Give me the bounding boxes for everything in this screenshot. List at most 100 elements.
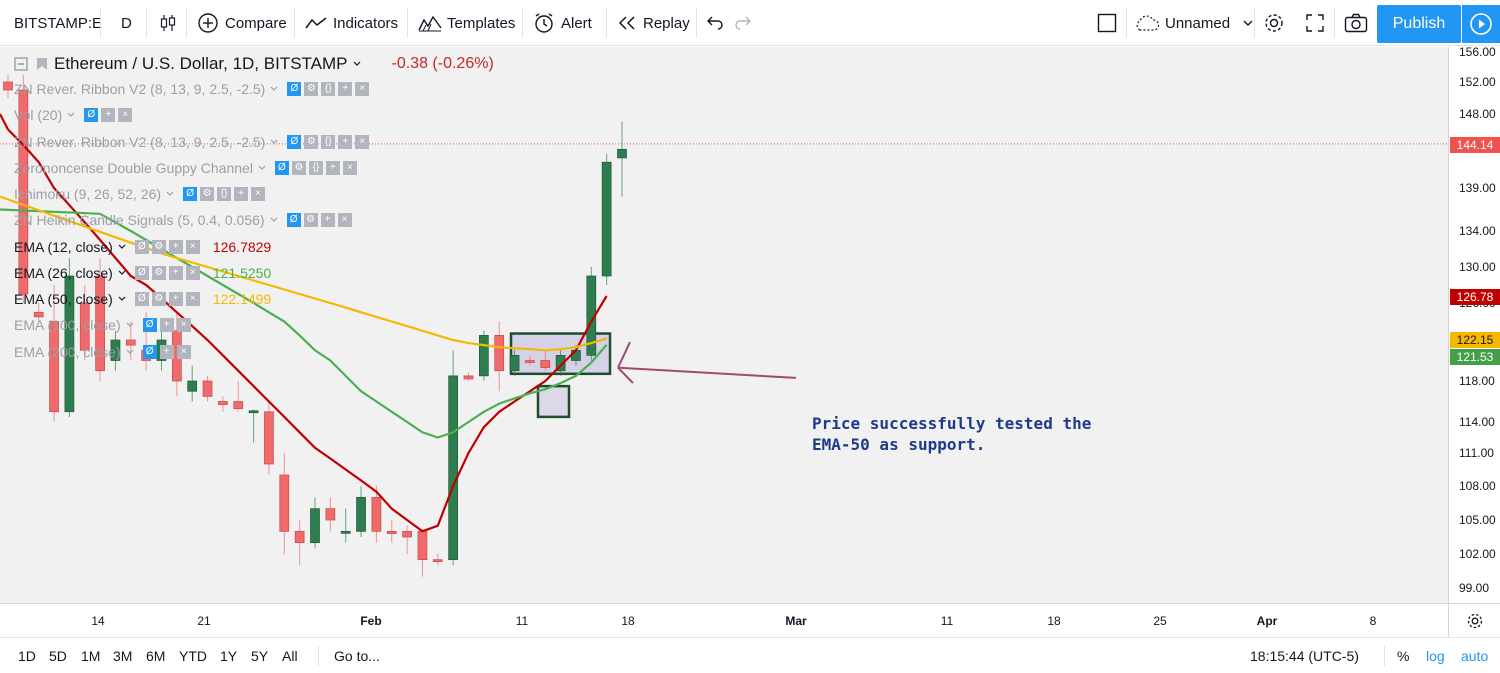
chevron-down-icon[interactable] (269, 216, 279, 224)
visibility-icon[interactable]: Ø (142, 318, 157, 332)
price-axis[interactable]: 156.00152.00148.00144.00139.00134.00130.… (1448, 45, 1500, 603)
chevron-down-icon[interactable] (269, 138, 279, 146)
close-icon[interactable]: × (355, 82, 370, 96)
gear-icon[interactable]: ⚙ (303, 213, 318, 227)
indicator-legend-row[interactable]: Zerononcense Double Guppy Channel Ø ⚙{} + × (14, 160, 360, 176)
close-icon[interactable]: × (337, 213, 352, 227)
chevron-down-icon[interactable] (117, 269, 127, 277)
indicator-name[interactable]: ZN Rever. Ribbon V2 (8, 13, 9, 2.5, -2.5… (14, 134, 266, 150)
ema-line[interactable] (7, 128, 608, 533)
indicator-legend-row[interactable]: EMA (12, close) Ø ⚙ + × 126.7829 (14, 239, 271, 255)
close-icon[interactable]: × (176, 345, 191, 359)
visibility-icon[interactable]: Ø (142, 345, 157, 359)
close-icon[interactable]: × (176, 318, 191, 332)
chevron-down-icon[interactable] (117, 295, 127, 303)
plus-icon[interactable]: + (159, 318, 174, 332)
close-icon[interactable]: × (355, 135, 370, 149)
templates-button[interactable]: Templates (418, 0, 515, 46)
alert-button[interactable]: Alert (533, 0, 592, 46)
indicator-legend-row[interactable]: EMA (50, close) Ø ⚙ + × 122.1499 (14, 291, 271, 307)
log-toggle[interactable]: log (1426, 648, 1445, 664)
indicator-legend-row[interactable]: Vol (20) Ø + × (14, 107, 135, 123)
plus-icon[interactable]: + (168, 240, 183, 254)
axis-settings-button[interactable] (1448, 603, 1500, 637)
ema-line[interactable] (161, 252, 607, 352)
gear-icon[interactable]: ⚙ (151, 240, 166, 254)
layout-menu[interactable]: Unnamed (1134, 0, 1254, 46)
range-button[interactable]: 5Y (251, 648, 269, 664)
snapshot-button[interactable] (1344, 0, 1368, 46)
chevron-down-icon[interactable] (257, 164, 267, 172)
source-code-icon[interactable]: {} (217, 187, 232, 201)
indicator-name[interactable]: Zerononcense Double Guppy Channel (14, 160, 253, 176)
gear-icon[interactable]: ⚙ (151, 292, 166, 306)
source-code-icon[interactable]: {} (308, 161, 323, 175)
visibility-icon[interactable]: Ø (183, 187, 198, 201)
visibility-icon[interactable]: Ø (287, 82, 302, 96)
close-icon[interactable]: × (185, 240, 200, 254)
indicator-name[interactable]: EMA (100, close) (14, 317, 121, 333)
annotation-arrow[interactable] (617, 366, 797, 379)
highlight-rectangle[interactable] (536, 384, 571, 419)
ema-line[interactable] (99, 212, 608, 439)
range-button[interactable]: 1M (81, 648, 101, 664)
visibility-icon[interactable]: Ø (134, 266, 149, 280)
price-chart[interactable] (0, 47, 1448, 603)
compare-button[interactable]: Compare (197, 0, 287, 46)
plus-icon[interactable]: + (168, 292, 183, 306)
plus-icon[interactable]: + (325, 161, 340, 175)
indicators-button[interactable]: Indicators (305, 0, 398, 46)
symbol-search[interactable]: BITSTAMP:E (14, 0, 102, 46)
visibility-icon[interactable]: Ø (287, 135, 302, 149)
gear-icon[interactable]: ⚙ (151, 266, 166, 280)
symbol-title[interactable]: Ethereum / U.S. Dollar, 1D, BITSTAMP (54, 54, 348, 73)
publish-button[interactable]: Publish (1377, 5, 1461, 43)
indicator-name[interactable]: ZN Heikin Candle Signals (5, 0.4, 0.056) (14, 212, 265, 228)
plus-icon[interactable]: + (338, 135, 353, 149)
indicator-legend-row[interactable]: ZN Rever. Ribbon V2 (8, 13, 9, 2.5, -2.5… (14, 81, 372, 97)
undo-button[interactable] (706, 0, 724, 46)
plus-icon[interactable]: + (168, 266, 183, 280)
goto-button[interactable]: Go to... (334, 648, 380, 664)
chevron-down-icon[interactable] (125, 348, 135, 356)
gear-icon[interactable]: ⚙ (291, 161, 306, 175)
indicator-name[interactable]: Vol (20) (14, 107, 63, 123)
clock-readout[interactable]: 18:15:44 (UTC-5) (1250, 648, 1359, 664)
close-icon[interactable]: × (185, 266, 200, 280)
redo-button[interactable] (734, 0, 752, 46)
chevron-down-icon[interactable] (269, 85, 279, 93)
visibility-icon[interactable]: Ø (274, 161, 289, 175)
source-code-icon[interactable]: {} (321, 82, 336, 96)
indicator-name[interactable]: EMA (12, close) (14, 239, 113, 255)
replay-button[interactable]: Replay (617, 0, 690, 46)
indicator-name[interactable]: EMA (50, close) (14, 291, 113, 307)
time-axis[interactable]: 14 21 Feb 11 18 Mar 11 18 25 Apr 8 (0, 603, 1448, 637)
visibility-icon[interactable]: Ø (84, 108, 99, 122)
range-button[interactable]: 1D (18, 648, 36, 664)
annotation-text-box[interactable]: Price successfully tested the EMA-50 as … (800, 411, 1184, 455)
chevron-down-icon[interactable] (117, 243, 127, 251)
visibility-icon[interactable]: Ø (286, 213, 301, 227)
indicator-legend-row[interactable]: ZN Rever. Ribbon V2 (8, 13, 9, 2.5, -2.5… (14, 134, 372, 150)
chevron-down-icon[interactable] (165, 190, 175, 198)
indicator-legend-row[interactable]: ZN Heikin Candle Signals (5, 0.4, 0.056)… (14, 212, 355, 228)
plus-icon[interactable]: + (320, 213, 335, 227)
chevron-down-icon[interactable] (66, 111, 76, 119)
close-icon[interactable]: × (251, 187, 266, 201)
range-button[interactable]: YTD (179, 648, 207, 664)
range-button[interactable]: 3M (113, 648, 133, 664)
chart-pane[interactable]: Ethereum / U.S. Dollar, 1D, BITSTAMP -0.… (0, 47, 1448, 603)
indicator-legend-row[interactable]: EMA (100, close) Ø + × (14, 317, 194, 333)
range-button[interactable]: 1Y (220, 648, 238, 664)
indicator-legend-row[interactable]: EMA (200, close) Ø + × (14, 344, 194, 360)
range-button[interactable]: 5D (49, 648, 67, 664)
visibility-icon[interactable]: Ø (134, 292, 149, 306)
settings-button[interactable] (1263, 0, 1285, 46)
close-icon[interactable]: × (185, 292, 200, 306)
range-button[interactable]: 6M (146, 648, 166, 664)
fullscreen-button[interactable] (1305, 0, 1325, 46)
plus-icon[interactable]: + (234, 187, 249, 201)
gear-icon[interactable]: ⚙ (304, 135, 319, 149)
collapse-icon[interactable] (14, 57, 28, 71)
indicator-legend-row[interactable]: EMA (26, close) Ø ⚙ + × 121.5250 (14, 265, 271, 281)
